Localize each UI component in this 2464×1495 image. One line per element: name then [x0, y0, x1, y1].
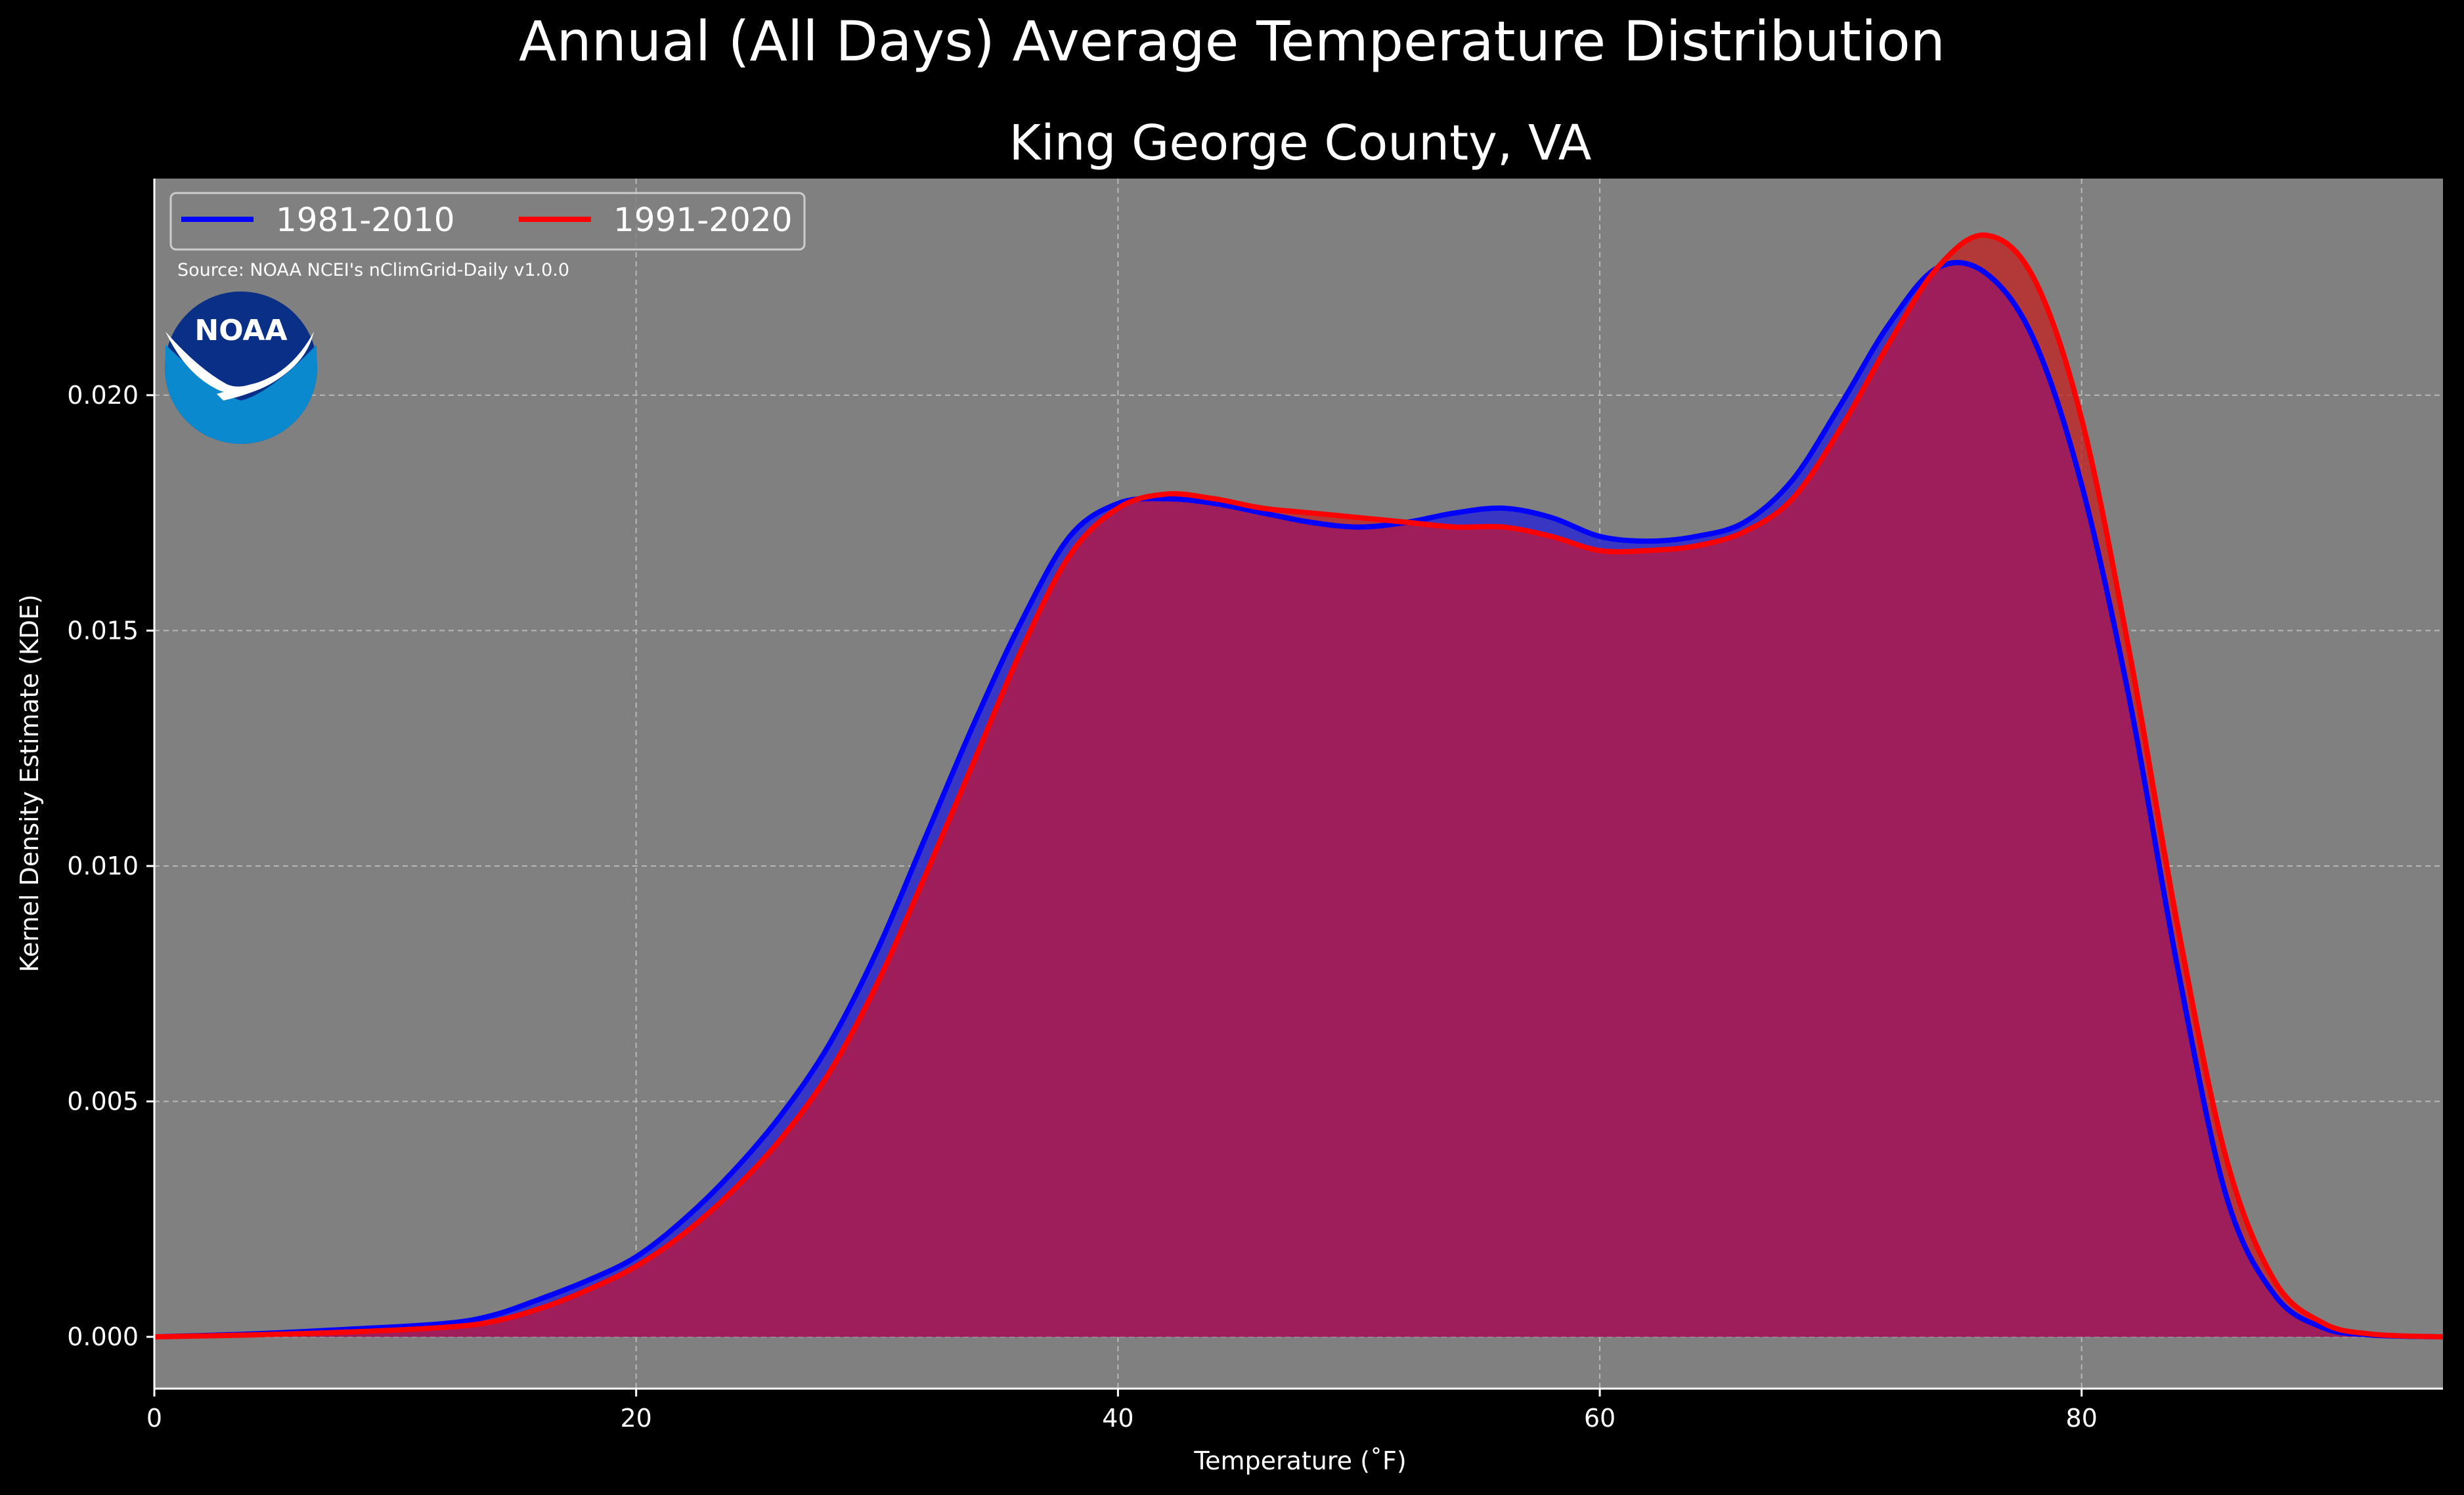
y-tick-label: 0.005: [67, 1087, 139, 1116]
x-tick-label: 80: [2066, 1404, 2098, 1433]
series-line-1991-2020: [154, 232, 2443, 1340]
source-note: Source: NOAA NCEI's nClimGrid-Daily v1.0…: [177, 260, 569, 280]
x-tick-label: 20: [621, 1404, 652, 1433]
y-tick-label: 0.015: [67, 616, 139, 645]
x-axis: 0 20 40 60 80: [146, 1389, 2098, 1433]
x-axis-label: Temperature (˚F): [1193, 1446, 1406, 1475]
legend-box: [169, 192, 806, 251]
legend-label-1991-2020: 1991-2020: [613, 201, 793, 239]
x-tick-label: 60: [1584, 1404, 1616, 1433]
y-tick-label: 0.020: [67, 381, 139, 410]
noaa-logo-text: NOAA: [194, 314, 287, 347]
noaa-logo: NOAA: [165, 292, 317, 444]
y-axis: 0.000 0.005 0.010 0.015 0.020: [67, 381, 154, 1351]
y-axis-label: Kernel Density Estimate (KDE): [15, 594, 44, 972]
series-layer: [154, 232, 2443, 1340]
x-tick-label: 40: [1102, 1404, 1133, 1433]
chart-title: King George County, VA: [1009, 115, 1592, 171]
legend-label-1981-2010: 1981-2010: [276, 201, 455, 239]
series-line-1981-2010: [154, 259, 2443, 1340]
y-tick-label: 0.000: [67, 1322, 139, 1351]
legend: 1981-2010 1991-2020: [169, 192, 806, 251]
area-overlap: [154, 261, 2443, 1337]
y-tick-label: 0.010: [67, 852, 139, 880]
axes-frame: [153, 179, 2443, 1390]
chart-suptitle: Annual (All Days) Average Temperature Di…: [519, 9, 1945, 74]
x-tick-label: 0: [146, 1404, 162, 1433]
